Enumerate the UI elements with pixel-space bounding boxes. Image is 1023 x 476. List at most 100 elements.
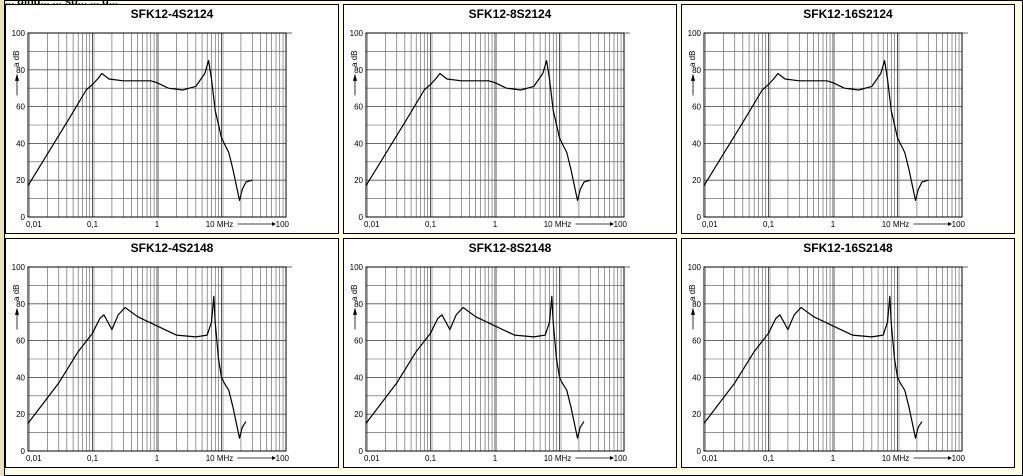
plot-frame bbox=[365, 32, 625, 218]
y-axis-label: a dB bbox=[12, 51, 21, 67]
x-tick-label: 1 bbox=[493, 454, 498, 463]
x-axis-arrowhead bbox=[948, 222, 952, 226]
y-axis-label: a dB bbox=[688, 285, 697, 301]
chart-svg: 0 20 40 60 80 100 a dB 0,01 0,1 1 10 MHz 100 bbox=[350, 263, 630, 463]
chart-title: SFK12-16S2148 bbox=[803, 241, 893, 255]
x-tick-label: 0,1 bbox=[763, 454, 775, 463]
x-tick-label: 10 MHz bbox=[882, 454, 910, 463]
x-tick-label: 10 MHz bbox=[206, 454, 234, 463]
x-tick-label: 1 bbox=[493, 220, 498, 229]
chart-svg: 0 20 40 60 80 100 a dB 0,01 0,1 1 10 MHz 100 bbox=[12, 29, 292, 229]
y-tick-label: 100 bbox=[688, 263, 702, 272]
x-tick-label: 0,1 bbox=[87, 220, 99, 229]
x-tick-label: 100 bbox=[276, 454, 290, 463]
chart-title: SFK12-4S2148 bbox=[130, 241, 214, 255]
y-tick-label: 80 bbox=[16, 300, 25, 309]
chart-title: SFK12-4S2124 bbox=[130, 7, 214, 21]
y-axis-label: a dB bbox=[350, 285, 359, 301]
x-axis-arrowhead bbox=[610, 222, 614, 226]
x-tick-label: 0,1 bbox=[763, 220, 775, 229]
attenuation-curve bbox=[703, 295, 923, 439]
y-tick-label: 60 bbox=[354, 103, 363, 112]
plot-frame bbox=[703, 266, 963, 452]
chart-svg: 0 20 40 60 80 100 a dB 0,01 0,1 1 10 MHz 100 bbox=[350, 29, 630, 229]
y-tick-label: 20 bbox=[692, 410, 701, 419]
chart-title: SFK12-16S2124 bbox=[803, 7, 893, 21]
x-tick-label: 10 MHz bbox=[882, 220, 910, 229]
plot-frame bbox=[27, 266, 287, 452]
y-tick-label: 20 bbox=[354, 176, 363, 185]
y-tick-label: 60 bbox=[16, 103, 25, 112]
chart-panel-4: SFK12-4S2148 0 20 40 60 80 100 a dB 0,01 0,1 1 10 … bbox=[5, 238, 339, 468]
y-tick-label: 0 bbox=[21, 213, 26, 222]
y-tick-label: 0 bbox=[21, 447, 26, 456]
y-axis-arrowhead bbox=[353, 307, 357, 315]
x-tick-label: 100 bbox=[276, 220, 290, 229]
x-tick-label: 0,01 bbox=[26, 220, 42, 229]
y-axis-arrowhead bbox=[15, 307, 19, 315]
y-tick-label: 100 bbox=[350, 263, 364, 272]
x-tick-label: 100 bbox=[952, 454, 966, 463]
x-tick-label: 10 MHz bbox=[544, 454, 572, 463]
x-tick-label: 0,01 bbox=[702, 220, 718, 229]
y-tick-label: 80 bbox=[692, 66, 701, 75]
x-tick-label: 10 MHz bbox=[544, 220, 572, 229]
x-tick-label: 0,1 bbox=[425, 454, 437, 463]
chart-title: SFK12-8S2148 bbox=[468, 241, 552, 255]
y-tick-label: 20 bbox=[16, 410, 25, 419]
chart-grid: SFK12-4S2124 0 20 40 60 80 100 a dB 0,01 0,1 1 10 … bbox=[5, 4, 1017, 472]
attenuation-curve bbox=[365, 60, 591, 201]
y-tick-label: 40 bbox=[354, 373, 363, 382]
y-tick-label: 40 bbox=[16, 373, 25, 382]
chart-panel-2: SFK12-8S2124 0 20 40 60 80 100 a dB 0,01 0,1 1 10 … bbox=[343, 4, 677, 234]
x-axis-arrowhead bbox=[272, 456, 276, 460]
x-tick-label: 1 bbox=[155, 220, 160, 229]
x-tick-label: 0,01 bbox=[702, 454, 718, 463]
y-axis-arrowhead bbox=[691, 307, 695, 315]
y-axis-arrowhead bbox=[15, 73, 19, 81]
y-axis-label: a dB bbox=[350, 51, 359, 67]
x-tick-label: 100 bbox=[614, 454, 628, 463]
x-tick-label: 0,01 bbox=[26, 454, 42, 463]
y-tick-label: 20 bbox=[354, 410, 363, 419]
y-tick-label: 0 bbox=[697, 213, 702, 222]
x-tick-label: 0,1 bbox=[425, 220, 437, 229]
y-tick-label: 100 bbox=[12, 29, 26, 38]
header-text: ... ging... ... sp... ... g... bbox=[5, 0, 1022, 4]
chart-svg: 0 20 40 60 80 100 a dB 0,01 0,1 1 10 MHz 100 bbox=[688, 263, 968, 463]
y-tick-label: 80 bbox=[16, 66, 25, 75]
x-tick-label: 1 bbox=[831, 454, 836, 463]
y-tick-label: 80 bbox=[692, 300, 701, 309]
y-tick-label: 60 bbox=[692, 103, 701, 112]
y-tick-label: 60 bbox=[692, 337, 701, 346]
y-tick-label: 60 bbox=[16, 337, 25, 346]
attenuation-curve bbox=[365, 295, 585, 439]
x-tick-label: 10 MHz bbox=[206, 220, 234, 229]
y-tick-label: 80 bbox=[354, 66, 363, 75]
x-axis-arrowhead bbox=[948, 456, 952, 460]
y-axis-arrowhead bbox=[353, 73, 357, 81]
plot-frame bbox=[365, 266, 625, 452]
x-tick-label: 1 bbox=[155, 454, 160, 463]
chart-title: SFK12-8S2124 bbox=[468, 7, 552, 21]
attenuation-curve bbox=[27, 60, 253, 201]
chart-panel-6: SFK12-16S2148 0 20 40 60 80 100 a dB 0,01 0,1 1 10… bbox=[681, 238, 1015, 468]
x-tick-label: 100 bbox=[614, 220, 628, 229]
y-tick-label: 40 bbox=[354, 139, 363, 148]
chart-panel-5: SFK12-8S2148 0 20 40 60 80 100 a dB 0,01 0,1 1 10 … bbox=[343, 238, 677, 468]
chart-panel-3: SFK12-16S2124 0 20 40 60 80 100 a dB 0,01 0,1 1 10… bbox=[681, 4, 1015, 234]
y-axis-arrowhead bbox=[691, 73, 695, 81]
y-tick-label: 100 bbox=[688, 29, 702, 38]
y-tick-label: 80 bbox=[354, 300, 363, 309]
y-tick-label: 100 bbox=[350, 29, 364, 38]
left-border bbox=[0, 0, 5, 476]
y-tick-label: 0 bbox=[359, 213, 364, 222]
x-axis-arrowhead bbox=[272, 222, 276, 226]
y-axis-label: a dB bbox=[12, 285, 21, 301]
attenuation-curve bbox=[27, 295, 247, 439]
y-tick-label: 0 bbox=[359, 447, 364, 456]
x-axis-arrowhead bbox=[610, 456, 614, 460]
attenuation-curve bbox=[703, 60, 929, 201]
y-axis-label: a dB bbox=[688, 51, 697, 67]
x-tick-label: 0,01 bbox=[364, 454, 380, 463]
